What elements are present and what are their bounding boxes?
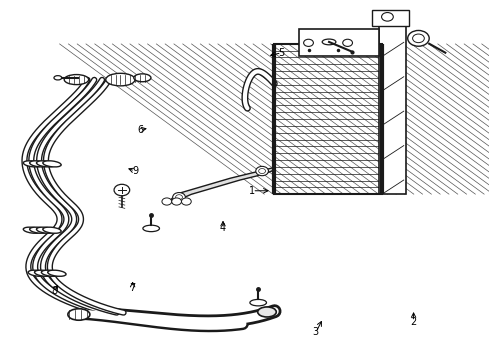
Text: 3: 3 (313, 327, 319, 337)
Ellipse shape (29, 161, 48, 167)
Ellipse shape (29, 227, 48, 233)
Circle shape (181, 198, 191, 205)
Circle shape (172, 198, 181, 205)
Text: 5: 5 (278, 48, 285, 58)
Circle shape (382, 13, 393, 21)
Bar (274, 44, 382, 194)
Bar (379, 22, 406, 194)
Ellipse shape (24, 227, 42, 233)
Text: 8: 8 (51, 286, 57, 296)
Ellipse shape (143, 225, 159, 231)
Text: 1: 1 (249, 186, 255, 196)
Polygon shape (169, 167, 274, 203)
Ellipse shape (36, 227, 55, 233)
Ellipse shape (28, 270, 47, 276)
Circle shape (304, 39, 314, 46)
Ellipse shape (43, 227, 61, 233)
Ellipse shape (258, 307, 276, 317)
Text: 4: 4 (220, 224, 226, 233)
Ellipse shape (64, 75, 89, 85)
Ellipse shape (106, 73, 135, 86)
Circle shape (413, 34, 424, 42)
Text: 6: 6 (137, 125, 143, 135)
Circle shape (162, 198, 172, 205)
Text: 7: 7 (129, 283, 136, 293)
Ellipse shape (36, 161, 55, 167)
Ellipse shape (250, 300, 267, 306)
Ellipse shape (54, 76, 62, 80)
Ellipse shape (68, 309, 90, 320)
Circle shape (172, 193, 185, 202)
Ellipse shape (34, 270, 53, 276)
Circle shape (256, 166, 269, 176)
Circle shape (343, 39, 352, 46)
Circle shape (175, 195, 182, 200)
Ellipse shape (322, 39, 336, 45)
Bar (372, 10, 409, 26)
Circle shape (114, 184, 130, 196)
Circle shape (408, 31, 429, 46)
Ellipse shape (41, 270, 60, 276)
Circle shape (259, 168, 266, 174)
Ellipse shape (24, 161, 42, 167)
Bar (299, 30, 379, 56)
Bar (274, 44, 382, 194)
Ellipse shape (134, 74, 151, 82)
Text: 9: 9 (132, 166, 138, 176)
Ellipse shape (48, 270, 66, 276)
Ellipse shape (43, 161, 61, 167)
Text: 2: 2 (411, 317, 416, 327)
